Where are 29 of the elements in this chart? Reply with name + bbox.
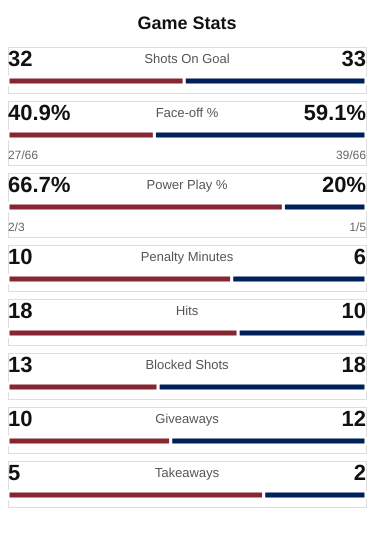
- data-label: 10: [8, 244, 32, 269]
- y-tick-label: Shots On Goal: [144, 51, 230, 66]
- y-tick-label: Penalty Minutes: [140, 249, 234, 264]
- data-label: 13: [8, 352, 32, 377]
- data-label: 18: [8, 298, 32, 323]
- data-label: 2: [354, 460, 366, 485]
- data-label: 32: [8, 46, 32, 71]
- y-tick-label: Power Play %: [146, 177, 228, 192]
- data-label: 6: [354, 244, 366, 269]
- data-label: 59.1%: [304, 100, 366, 125]
- data-label: 40.9%: [8, 100, 70, 125]
- data-label: 66.7%: [8, 172, 70, 197]
- data-label: 12: [342, 406, 366, 431]
- chart-title: Game Stats: [137, 13, 237, 33]
- y-tick-label: Giveaways: [155, 411, 220, 426]
- y-tick-label: Takeaways: [154, 465, 220, 480]
- y-tick-label: Face-off %: [156, 105, 219, 120]
- data-label: 10: [342, 298, 366, 323]
- text: 2/3: [8, 220, 26, 234]
- annotation: 27/66: [8, 148, 38, 162]
- y-tick-label: Blocked Shots: [145, 357, 230, 372]
- data-label: 18: [342, 352, 366, 377]
- data-label: 5: [8, 460, 20, 485]
- text: 1/5: [349, 220, 366, 234]
- data-label: 10: [8, 406, 32, 431]
- data-label: 20%: [322, 172, 366, 197]
- annotation: 39/66: [336, 148, 366, 162]
- y-tick-label: Hits: [176, 303, 199, 318]
- data-label: 33: [342, 46, 366, 71]
